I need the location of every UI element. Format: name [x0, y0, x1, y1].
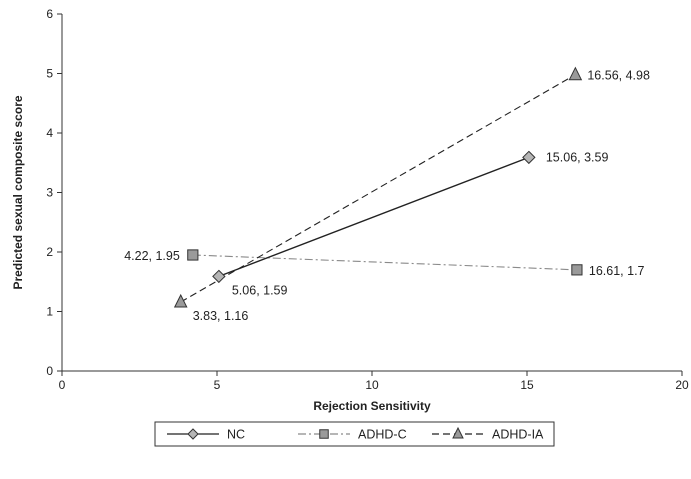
y-tick-label-6: 6 [46, 7, 53, 21]
legend-marker-adhd-c [319, 429, 329, 439]
y-tick-label-3: 3 [46, 186, 53, 200]
x-tick-label-1: 5 [214, 378, 221, 392]
legend-label-adhd-c: ADHD-C [358, 428, 407, 442]
point-nc-1 [522, 150, 536, 165]
x-axis-title: Rejection Sensitivity [313, 399, 431, 413]
series-layer [173, 66, 583, 308]
y-tick-label-4: 4 [46, 126, 53, 140]
y-tick-label-2: 2 [46, 245, 53, 259]
series-line-nc [218, 156, 530, 278]
legend-label-nc: NC [227, 428, 245, 442]
legend: NC ADHD-C ADHD-IA [154, 421, 555, 447]
point-adhd-c-1 [571, 264, 583, 276]
point-nc-0 [212, 269, 226, 284]
point-label-adhd-c-1: 16.61, 1.7 [589, 264, 645, 278]
legend-box [154, 421, 555, 447]
point-adhd-c-0 [187, 249, 199, 261]
legend-label-adhd-ia: ADHD-IA [492, 428, 544, 442]
x-tick-label-4: 20 [675, 378, 689, 392]
point-adhd-ia-1 [568, 66, 583, 81]
point-adhd-ia-0 [173, 293, 188, 308]
legend-marker-nc [187, 428, 199, 440]
series-line-adhd-c [192, 254, 577, 271]
legend-marker-adhd-ia [452, 426, 464, 439]
point-label-adhd-c-0: 4.22, 1.95 [124, 249, 180, 263]
axes: 0 5 10 15 20 0 1 2 3 4 5 6 [46, 7, 689, 392]
point-labels: 5.06, 1.59 15.06, 3.59 4.22, 1.95 16.61, 1.… [124, 69, 650, 323]
point-label-adhd-ia-1: 16.56, 4.98 [587, 69, 650, 83]
x-tick-label-0: 0 [59, 378, 66, 392]
x-tick-label-3: 15 [520, 378, 534, 392]
y-tick-label-1: 1 [46, 305, 53, 319]
point-label-nc-1: 15.06, 3.59 [546, 150, 609, 164]
point-label-nc-0: 5.06, 1.59 [232, 283, 288, 297]
y-tick-label-5: 5 [46, 67, 53, 81]
point-label-adhd-ia-0: 3.83, 1.16 [193, 309, 249, 323]
x-tick-label-2: 10 [365, 378, 379, 392]
y-axis-title: Predicted sexual composite score [11, 95, 25, 289]
series-line-adhd-ia [180, 74, 576, 303]
y-tick-label-0: 0 [46, 364, 53, 378]
